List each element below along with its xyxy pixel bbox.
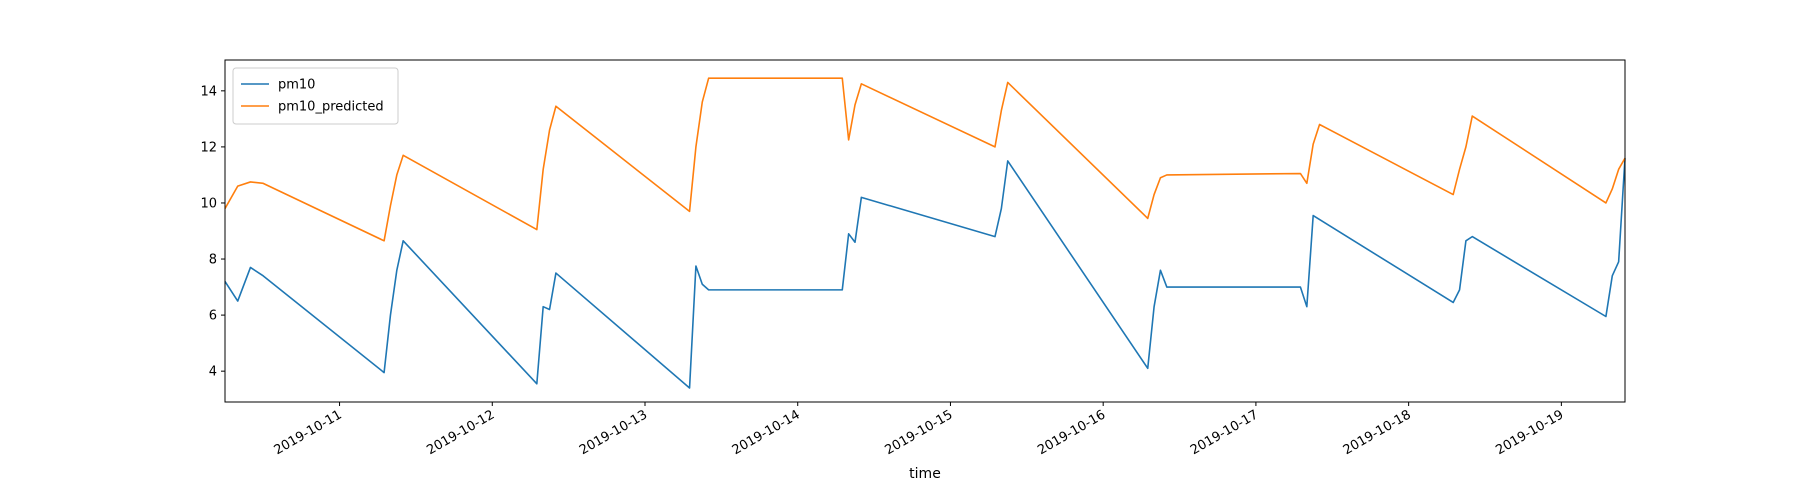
y-tick-label: 4 (209, 365, 217, 380)
plot-frame (224, 59, 1626, 403)
y-axis: 4 6 8 10 12 14 (200, 84, 225, 380)
y-tick-label: 12 (200, 140, 217, 155)
y-tick-label: 10 (200, 196, 217, 211)
y-tick-label: 14 (200, 84, 217, 99)
legend-box (232, 67, 399, 125)
legend-label-pm10: pm10 (278, 78, 315, 93)
y-tick-label: 8 (209, 253, 217, 268)
y-tick-label: 6 (209, 309, 217, 324)
legend-label-pm10-predicted: pm10_predicted (278, 100, 384, 115)
legend: pm10 pm10_predicted (232, 67, 399, 125)
x-axis-title: time (909, 466, 941, 482)
series-line-pm10 (224, 158, 1626, 389)
series-line-pm10-predicted (224, 77, 1626, 242)
plot-area (224, 77, 1626, 389)
